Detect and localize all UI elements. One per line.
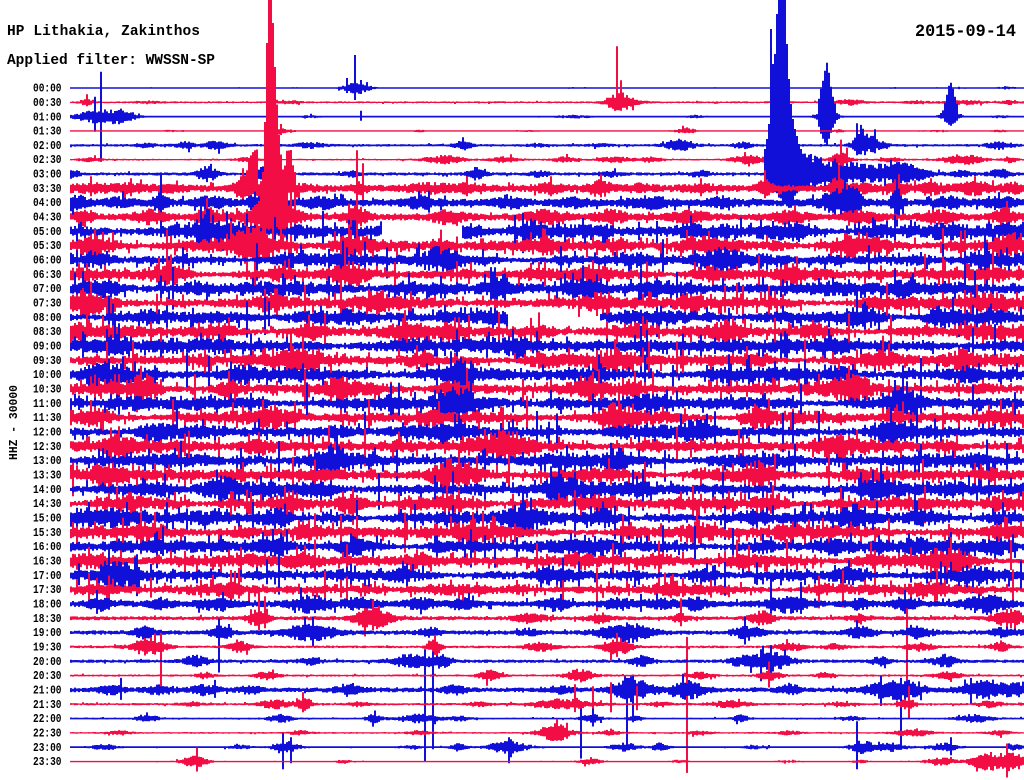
- svg-text:19:30: 19:30: [33, 641, 62, 655]
- svg-text:11:30: 11:30: [33, 411, 62, 425]
- svg-text:03:00: 03:00: [33, 168, 62, 182]
- svg-text:08:00: 08:00: [33, 311, 62, 325]
- svg-text:15:00: 15:00: [33, 512, 62, 526]
- svg-text:20:30: 20:30: [33, 669, 62, 683]
- svg-text:15:30: 15:30: [33, 526, 62, 540]
- svg-text:23:00: 23:00: [33, 741, 62, 755]
- svg-text:08:30: 08:30: [33, 325, 62, 339]
- svg-text:04:30: 04:30: [33, 211, 62, 225]
- svg-text:17:00: 17:00: [33, 569, 62, 583]
- svg-text:05:30: 05:30: [33, 239, 62, 253]
- svg-text:13:00: 13:00: [33, 454, 62, 468]
- svg-text:10:30: 10:30: [33, 383, 62, 397]
- svg-text:06:30: 06:30: [33, 268, 62, 282]
- svg-text:16:30: 16:30: [33, 555, 62, 569]
- svg-text:13:30: 13:30: [33, 469, 62, 483]
- svg-text:09:30: 09:30: [33, 354, 62, 368]
- svg-text:22:00: 22:00: [33, 712, 62, 726]
- svg-text:01:00: 01:00: [33, 110, 62, 124]
- svg-text:00:00: 00:00: [33, 82, 62, 96]
- svg-text:HHZ - 30000: HHZ - 30000: [7, 385, 21, 460]
- svg-text:20:00: 20:00: [33, 655, 62, 669]
- svg-text:01:30: 01:30: [33, 125, 62, 139]
- svg-text:00:30: 00:30: [33, 96, 62, 110]
- svg-text:07:30: 07:30: [33, 297, 62, 311]
- svg-text:10:00: 10:00: [33, 368, 62, 382]
- svg-text:Applied filter: WWSSN-SP: Applied filter: WWSSN-SP: [7, 53, 215, 69]
- svg-text:09:00: 09:00: [33, 340, 62, 354]
- svg-text:HP Lithakia, Zakinthos: HP Lithakia, Zakinthos: [7, 24, 200, 40]
- svg-text:23:30: 23:30: [33, 755, 62, 769]
- svg-text:05:00: 05:00: [33, 225, 62, 239]
- svg-text:14:00: 14:00: [33, 483, 62, 497]
- svg-text:16:00: 16:00: [33, 540, 62, 554]
- svg-text:2015-09-14: 2015-09-14: [915, 22, 1016, 42]
- svg-text:06:00: 06:00: [33, 254, 62, 268]
- svg-text:02:00: 02:00: [33, 139, 62, 153]
- svg-text:22:30: 22:30: [33, 727, 62, 741]
- svg-text:14:30: 14:30: [33, 497, 62, 511]
- svg-text:07:00: 07:00: [33, 282, 62, 296]
- svg-text:12:30: 12:30: [33, 440, 62, 454]
- svg-text:03:30: 03:30: [33, 182, 62, 196]
- svg-text:18:30: 18:30: [33, 612, 62, 626]
- svg-text:21:00: 21:00: [33, 684, 62, 698]
- svg-text:04:00: 04:00: [33, 196, 62, 210]
- svg-text:21:30: 21:30: [33, 698, 62, 712]
- svg-text:17:30: 17:30: [33, 583, 62, 597]
- svg-text:12:00: 12:00: [33, 426, 62, 440]
- svg-text:11:00: 11:00: [33, 397, 62, 411]
- svg-text:19:00: 19:00: [33, 626, 62, 640]
- svg-text:18:00: 18:00: [33, 598, 62, 612]
- svg-text:02:30: 02:30: [33, 153, 62, 167]
